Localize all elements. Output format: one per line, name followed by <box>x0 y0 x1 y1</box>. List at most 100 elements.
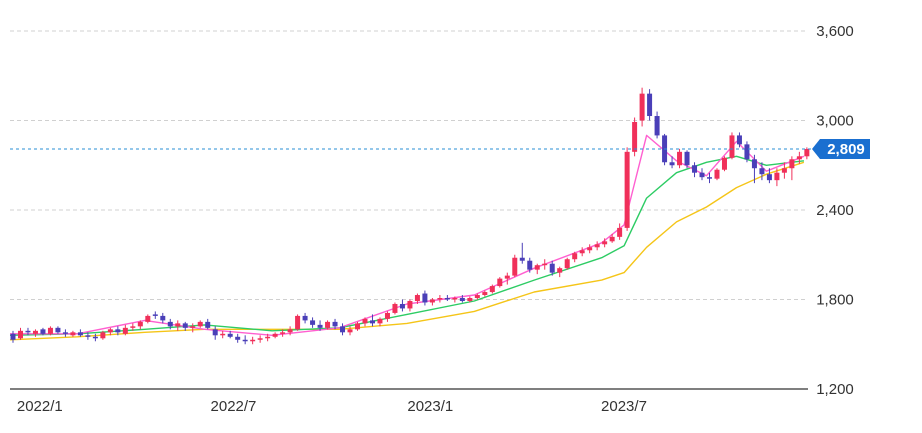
candle <box>542 259 548 270</box>
candle <box>759 162 765 181</box>
candle-body <box>40 329 46 334</box>
candle <box>295 314 301 331</box>
candle <box>55 326 61 334</box>
candle <box>40 327 46 336</box>
candle <box>467 296 473 303</box>
candle <box>721 156 727 172</box>
x-axis-ticks: 2022/1 2022/7 2023/1 2023/7 <box>17 398 647 415</box>
candle <box>751 154 757 184</box>
candle-body <box>504 275 510 279</box>
candle <box>265 333 271 342</box>
candle <box>549 260 555 276</box>
candle-body <box>729 135 735 158</box>
candle-body <box>594 244 600 248</box>
candle <box>167 318 173 330</box>
candle <box>152 311 158 319</box>
ma-mid-line <box>9 155 804 336</box>
candle-body <box>190 326 196 328</box>
candle-body <box>519 257 525 261</box>
candle-body <box>684 151 690 166</box>
candle-body <box>407 300 413 309</box>
candle-body <box>437 298 443 300</box>
candle <box>100 330 106 340</box>
candle <box>594 241 600 251</box>
candle-body <box>467 298 473 301</box>
candle <box>212 326 218 340</box>
candle-body <box>310 320 316 325</box>
candle <box>639 87 645 127</box>
candle-body <box>167 321 173 327</box>
y-tick-label: 3,000 <box>816 113 854 130</box>
candle <box>572 251 578 263</box>
candle <box>130 323 136 331</box>
candle-body <box>85 335 91 337</box>
candle-body <box>317 324 323 328</box>
candle-body <box>736 135 742 145</box>
candle-body <box>77 332 83 336</box>
candle-body <box>369 320 375 324</box>
candle <box>145 314 151 324</box>
current-price-tag: 2,809 <box>812 138 870 159</box>
candle <box>796 151 802 164</box>
candle-body <box>145 315 151 322</box>
candle-body <box>122 327 128 334</box>
candle <box>534 263 540 275</box>
candle <box>10 330 16 343</box>
candle <box>662 133 668 166</box>
y-tick-label: 2,400 <box>816 202 854 219</box>
candle-body <box>197 321 203 327</box>
candle-body <box>766 174 772 181</box>
candle-body <box>10 333 16 340</box>
candle-body <box>152 314 158 316</box>
candle-body <box>107 329 113 333</box>
candle-body <box>452 298 458 300</box>
candle <box>77 329 83 337</box>
candle <box>429 298 435 306</box>
candle <box>317 320 323 331</box>
candle-body <box>272 333 278 337</box>
candle-body <box>137 321 143 327</box>
candle-body <box>527 260 533 270</box>
candle-body <box>227 333 233 337</box>
candle <box>220 330 226 339</box>
candle <box>624 147 630 231</box>
candle-body <box>220 333 226 336</box>
candle-body <box>751 159 757 169</box>
candle <box>602 238 608 248</box>
candle <box>459 295 465 303</box>
ma-short-line <box>10 134 805 336</box>
candle-body <box>242 339 248 342</box>
candle <box>369 314 375 327</box>
candle-body <box>534 265 540 270</box>
candle-body <box>62 332 68 334</box>
gridlines <box>10 30 808 300</box>
candle-body <box>497 278 503 287</box>
candle <box>444 295 450 301</box>
candle <box>280 329 286 337</box>
candle <box>25 327 31 336</box>
candle-body <box>55 327 61 333</box>
candle <box>692 162 698 178</box>
candle-body <box>557 268 563 273</box>
candle-body <box>17 330 23 339</box>
candle <box>684 150 690 169</box>
current-price-label: 2,809 <box>827 141 865 158</box>
candle <box>347 326 353 336</box>
candle-body <box>721 157 727 170</box>
candle <box>519 242 525 264</box>
candle-body <box>250 339 256 342</box>
candle-body <box>744 144 750 160</box>
candle <box>617 223 623 240</box>
candle-body <box>355 323 361 330</box>
candle <box>235 333 241 343</box>
x-tick-label: 2022/7 <box>211 398 257 415</box>
candle <box>160 312 166 324</box>
candle <box>414 293 420 304</box>
candle <box>407 299 413 312</box>
candle <box>452 296 458 303</box>
candle-body <box>444 298 450 300</box>
candle <box>512 254 518 278</box>
candle-body <box>100 332 106 339</box>
candle-body <box>399 303 405 309</box>
candle <box>377 317 383 327</box>
